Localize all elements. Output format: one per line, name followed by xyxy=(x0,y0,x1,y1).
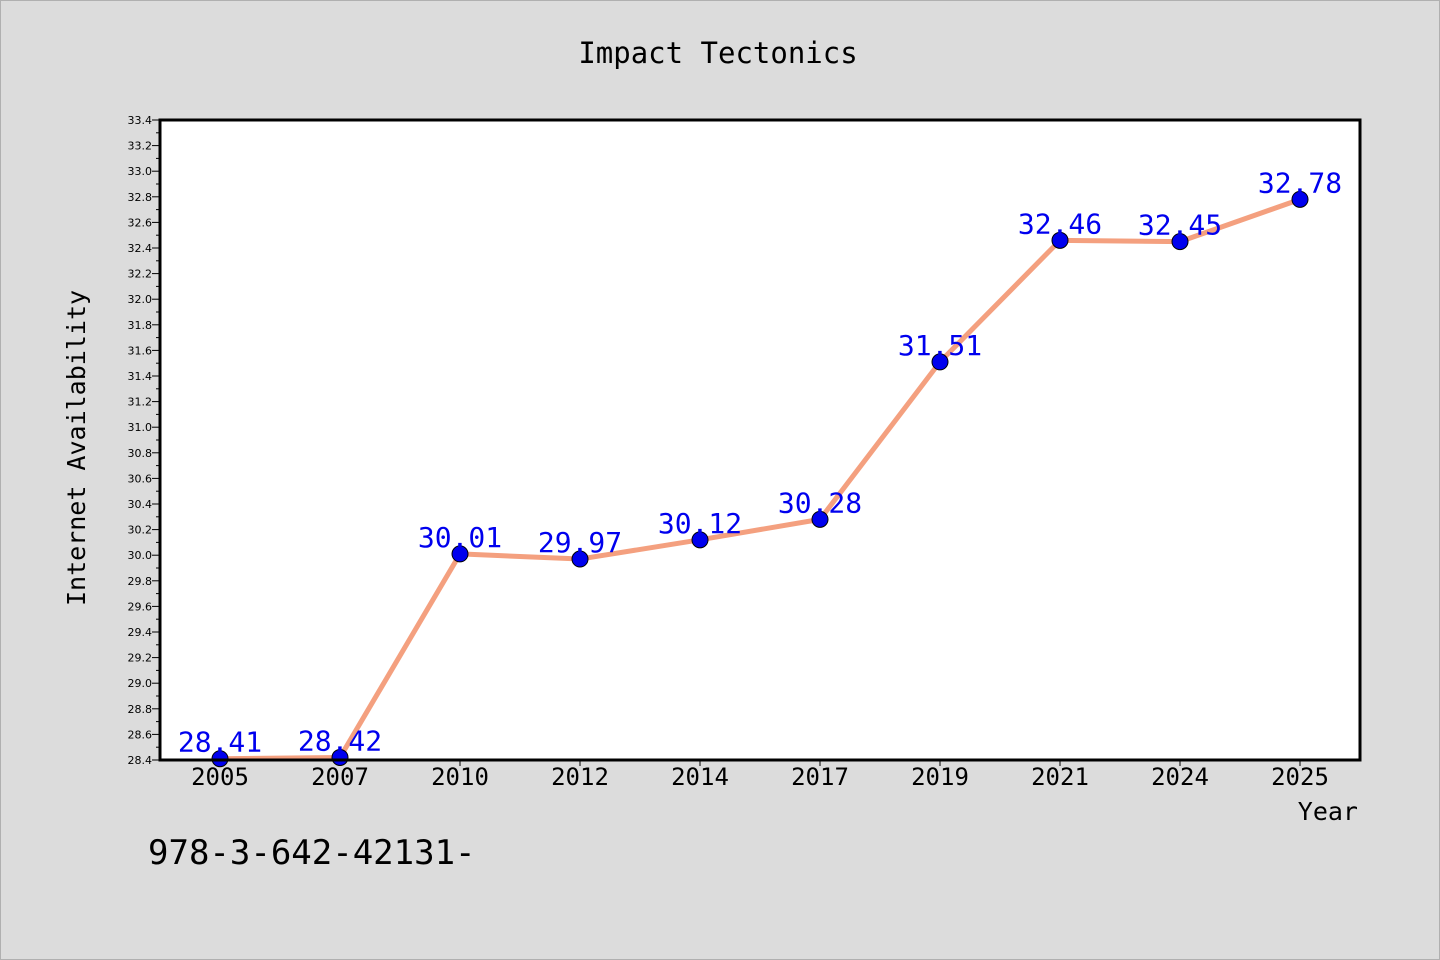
y-tick-label: 31.0 xyxy=(128,421,153,434)
data-label: 30.28 xyxy=(778,486,862,519)
series-line-group: 28.41 28.42 30.01 29.97 30.12 30.28 31.51 32.46… xyxy=(178,166,1342,768)
y-tick-label: 31.6 xyxy=(128,344,153,357)
y-tick-label: 30.0 xyxy=(128,549,153,562)
data-label: 32.78 xyxy=(1258,166,1342,199)
y-tick-label: 31.8 xyxy=(128,319,153,332)
y-tick-label: 32.2 xyxy=(128,268,153,281)
plot-frame xyxy=(158,118,1362,762)
y-tick-label: 29.8 xyxy=(128,575,153,588)
y-tick-label: 32.6 xyxy=(128,216,153,229)
x-tick-label: 2025 xyxy=(1271,763,1329,791)
y-tick-label: 32.4 xyxy=(128,242,153,255)
data-label: 29.97 xyxy=(538,526,622,559)
plot-area xyxy=(160,120,1360,760)
y-tick-label: 30.2 xyxy=(128,524,153,537)
y-tick-label: 30.6 xyxy=(128,472,153,485)
y-tick-label: 29.0 xyxy=(128,677,153,690)
y-tick-label: 29.4 xyxy=(128,626,153,639)
x-tick-label: 2010 xyxy=(431,763,489,791)
x-tick-label: 2005 xyxy=(191,763,249,791)
y-tick-label: 33.0 xyxy=(128,165,153,178)
y-tick-label: 29.2 xyxy=(128,652,153,665)
data-label: 30.12 xyxy=(658,507,742,540)
y-tick-label: 31.4 xyxy=(128,370,153,383)
data-label: 31.51 xyxy=(898,329,982,362)
y-tick-label: 29.6 xyxy=(128,600,153,613)
y-tick-label: 28.8 xyxy=(128,703,153,716)
data-label: 32.45 xyxy=(1138,209,1222,242)
y-tick-label: 32.8 xyxy=(128,191,153,204)
data-label: 30.01 xyxy=(418,521,502,554)
y-tick-label: 32.0 xyxy=(128,293,153,306)
series-line xyxy=(219,197,1301,762)
x-tick-label: 2024 xyxy=(1151,763,1209,791)
footer-text: 978-3-642-42131- xyxy=(148,833,476,873)
data-label: 28.42 xyxy=(298,724,382,757)
data-point xyxy=(1051,231,1069,249)
data-label: 28.41 xyxy=(178,726,262,759)
y-axis-label: Internet Availability xyxy=(62,290,91,606)
y-tick-label: 33.2 xyxy=(128,140,153,153)
x-tick-label: 2007 xyxy=(311,763,369,791)
x-tick-label: 2021 xyxy=(1031,763,1089,791)
data-point xyxy=(691,531,709,549)
x-tick-label: 2012 xyxy=(551,763,609,791)
y-tick-label: 28.4 xyxy=(128,754,153,767)
data-point xyxy=(451,545,469,563)
x-axis-label: Year xyxy=(1298,797,1358,826)
x-tick-label: 2017 xyxy=(791,763,849,791)
data-point xyxy=(811,510,829,528)
y-tick-label: 30.8 xyxy=(128,447,153,460)
data-label: 32.46 xyxy=(1018,207,1102,240)
data-point xyxy=(1291,190,1309,208)
x-tick-label: 2014 xyxy=(671,763,729,791)
data-point xyxy=(1171,233,1189,251)
chart-title: Impact Tectonics xyxy=(578,36,857,70)
x-tick-label: 2019 xyxy=(911,763,969,791)
y-tick-label: 33.4 xyxy=(128,114,153,127)
data-point xyxy=(571,550,589,568)
y-tick-label: 31.2 xyxy=(128,396,153,409)
data-point xyxy=(931,353,949,371)
y-tick-label: 30.4 xyxy=(128,498,153,511)
y-tick-label: 28.6 xyxy=(128,728,153,741)
